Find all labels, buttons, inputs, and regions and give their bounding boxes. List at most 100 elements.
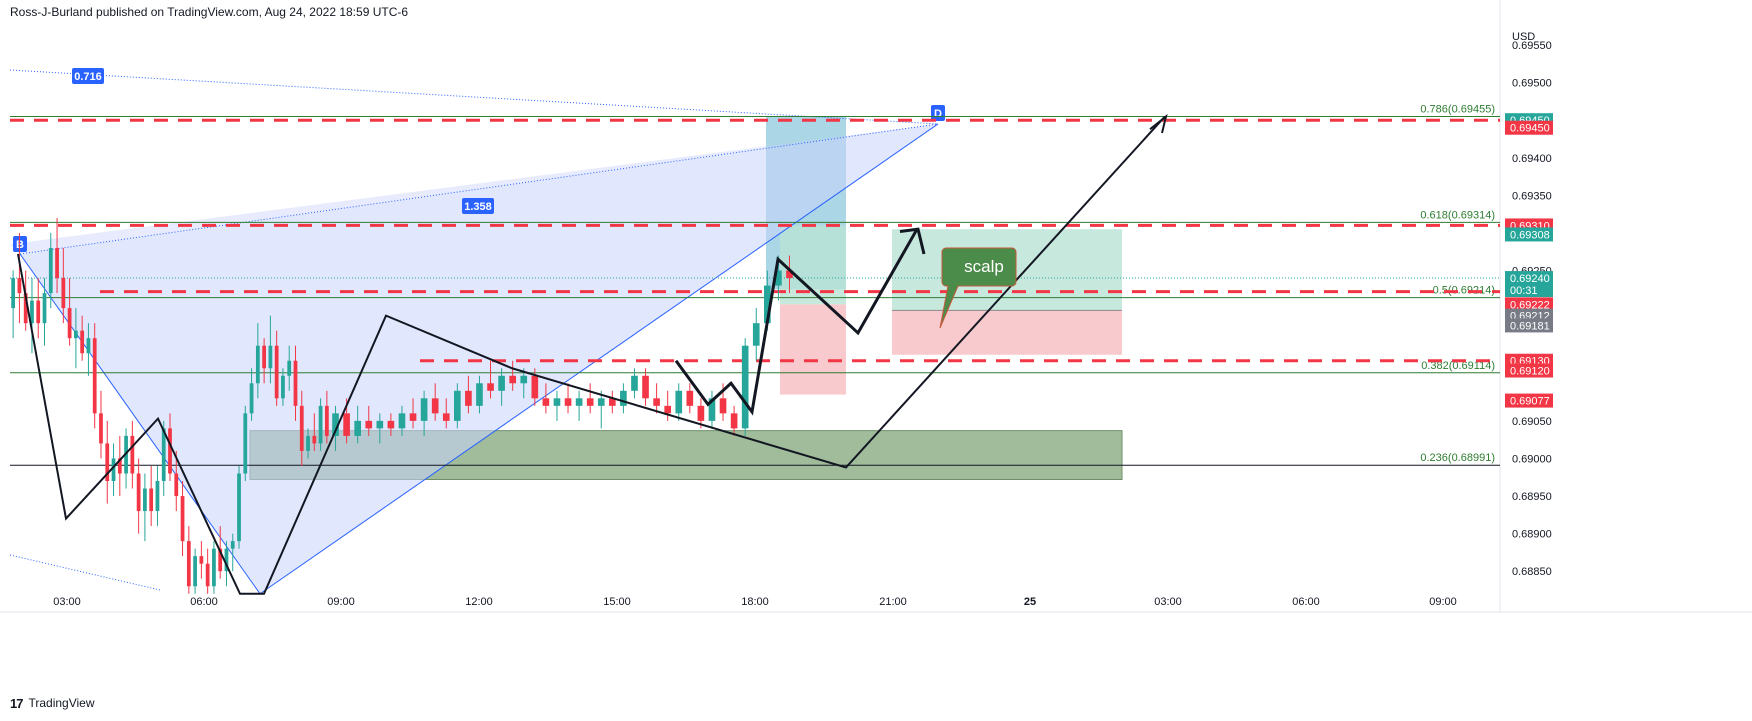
trend-drawings[interactable]: scalp [17, 113, 1168, 595]
price-tick: 0.69000 [1512, 453, 1552, 465]
candle-body [36, 300, 41, 324]
horizontal-levels[interactable]: 0.786(0.69455) 0.618(0.69314) 0.5(0.69214)… [10, 103, 1500, 466]
candle-body [542, 398, 550, 406]
candle-body [212, 548, 216, 587]
candle-body [287, 360, 292, 376]
footer: 17 TradingView [10, 693, 95, 713]
candle-body [343, 413, 350, 436]
time-tick: 03:00 [1154, 596, 1182, 608]
candle-body [80, 330, 85, 354]
candle-body [293, 360, 298, 406]
pattern-label-box [931, 104, 945, 121]
time-axis[interactable]: 03:00 06:00 09:00 12:00 15:00 18:00 21:00 25 03:… [53, 596, 1457, 608]
time-tick: 18:00 [741, 596, 769, 608]
pattern-triangle-lower [20, 123, 938, 594]
pattern-ratio-top [9, 69, 939, 125]
candle-body [564, 398, 572, 406]
scalp-stop-zone [892, 310, 1122, 355]
candle-body [642, 375, 649, 399]
candle-body [719, 398, 727, 414]
harmonic-pattern[interactable]: B D 0.716 1.358 [9, 68, 945, 595]
candle-body [237, 473, 241, 542]
projected-path-main[interactable] [17, 115, 1166, 595]
candle-body [442, 413, 450, 421]
candle-body [243, 413, 248, 474]
price-tag-box [1505, 227, 1553, 242]
time-tick: 06:00 [190, 596, 218, 608]
candle-body [741, 345, 749, 429]
candle-body [205, 563, 210, 587]
candle-body [752, 323, 760, 346]
candle-body [454, 390, 461, 421]
candle-body [274, 345, 279, 399]
candle-body [620, 390, 627, 406]
price-tag-box [1505, 318, 1553, 333]
fib-level-label: 0.5(0.69214) [1433, 285, 1495, 297]
candle-body [398, 413, 406, 429]
price-tag-box [1505, 271, 1553, 298]
candle-body [553, 398, 561, 406]
price-tick: 0.69500 [1512, 78, 1552, 90]
candle-body [262, 345, 266, 369]
candle-body [686, 390, 694, 406]
candle-body [409, 413, 417, 421]
candle-body [586, 398, 594, 406]
candle-body [575, 398, 583, 406]
candle-body [708, 398, 716, 421]
price-tick: 0.69550 [1512, 40, 1552, 52]
candle-body [161, 428, 166, 482]
candle-body [168, 428, 172, 474]
candle-body [281, 375, 285, 399]
fib-level-label: 0.618(0.69314) [1420, 209, 1495, 221]
candle-body [218, 548, 223, 572]
candle-body [224, 548, 229, 572]
candle-body [531, 375, 539, 399]
candle-body [30, 300, 34, 324]
candle-body [664, 405, 671, 414]
price-tag-value: 0.69240 [1510, 273, 1550, 285]
candle-body [675, 390, 683, 414]
scalp-callout[interactable] [939, 247, 1017, 329]
candle-body [376, 420, 384, 429]
price-axis[interactable]: USD0.695500.695000.694000.693500.692500.… [1512, 31, 1552, 578]
candle-body [354, 420, 361, 436]
candle-body [299, 405, 304, 451]
price-tick: 0.68850 [1512, 566, 1552, 578]
pattern-label-1.358[interactable]: 1.358 [464, 201, 492, 213]
candle-body [249, 383, 254, 414]
fib-level-label: 0.382(0.69114) [1421, 360, 1495, 372]
pattern-label-B[interactable]: B [16, 239, 24, 251]
candle-body [764, 285, 771, 324]
publish-header: Ross-J-Burland published on TradingView.… [10, 5, 408, 23]
candle-body [174, 473, 179, 497]
candle-body [318, 405, 323, 444]
candle-body [697, 405, 705, 421]
pattern-label-0.716[interactable]: 0.716 [74, 71, 102, 83]
candle-body [99, 413, 103, 444]
candle-body [143, 488, 147, 512]
candle-body [186, 541, 191, 587]
candle-body [498, 375, 505, 391]
price-tag-box [1505, 363, 1553, 378]
pattern-label-D[interactable]: D [934, 108, 942, 120]
author-name[interactable]: Ross-J-Burland [10, 5, 93, 19]
candle-body [312, 435, 317, 444]
brand-name: TradingView [28, 696, 95, 710]
candle-body [74, 330, 78, 339]
price-tick: 0.68900 [1512, 529, 1552, 541]
price-tag-value: 0.69120 [1510, 366, 1550, 378]
pattern-label-box [72, 68, 104, 84]
candle-body [67, 308, 72, 339]
candle-body [465, 390, 472, 406]
projected-path-scalp[interactable] [674, 228, 919, 416]
candle-body [23, 293, 28, 324]
price-tags: 0.694500.694500.693100.693080.6924000:31… [1505, 113, 1553, 408]
pattern-ratio-bottom [9, 554, 161, 591]
tradingview-logo[interactable]: 17 [10, 695, 24, 711]
candle-body [476, 383, 483, 406]
time-tick: 12:00 [465, 596, 493, 608]
candle-body [149, 488, 154, 512]
grid-lines [0, 0, 1752, 613]
time-tick: 09:00 [327, 596, 355, 608]
